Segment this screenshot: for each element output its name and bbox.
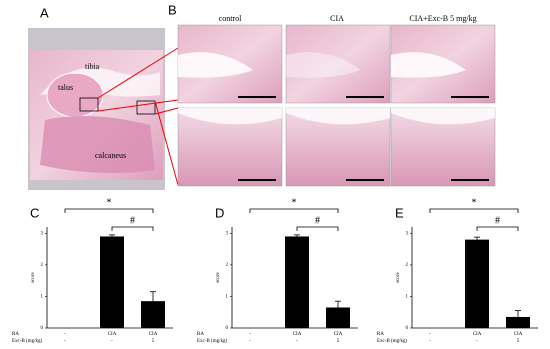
significance-bracket [64, 208, 154, 213]
y-axis-label: score [31, 271, 36, 282]
category-label: - [249, 332, 251, 337]
category-label: 5 [337, 339, 340, 344]
panel-label: D [215, 205, 224, 220]
y-tick-label: 1 [41, 295, 44, 300]
significance-mark: * [472, 197, 477, 208]
y-tick-label: 2 [41, 263, 44, 268]
zoom-line [154, 100, 179, 186]
y-axis-label: score [216, 271, 221, 282]
y-tick-label: 3 [41, 231, 44, 236]
significance-bracket [296, 226, 339, 231]
y-tick-label: 3 [226, 231, 229, 236]
column-label: control [219, 14, 242, 23]
row-label: Exc-B (mg/kg) [377, 339, 407, 344]
image-label: tibia [85, 62, 100, 71]
bar [506, 316, 530, 328]
category-label: - [296, 339, 298, 344]
category-label: CIA [108, 332, 117, 337]
y-tick-label: 2 [226, 263, 229, 268]
row-label: RA [377, 332, 384, 337]
bar [100, 236, 124, 328]
category-label: CIA [334, 332, 343, 337]
zoom-line [97, 99, 179, 112]
panel-label: B [168, 2, 177, 17]
histology-detail [178, 52, 253, 78]
histology-detail [391, 52, 466, 78]
y-axis-label: score [396, 271, 401, 282]
zoom-line [154, 107, 179, 115]
category-label: - [429, 332, 431, 337]
histology-detail [178, 108, 282, 125]
bar [465, 239, 489, 328]
y-tick-label: 0 [226, 326, 229, 331]
panel-label: C [30, 205, 39, 220]
category-label: CIA [473, 332, 482, 337]
y-tick-label: 1 [226, 295, 229, 300]
significance-bracket [249, 208, 339, 213]
image-label: talus [58, 83, 73, 92]
category-label: CIA [293, 332, 302, 337]
row-label: RA [197, 332, 204, 337]
column-label: CIA+Exc-B 5 mg/kg [409, 14, 476, 23]
panel-b-images [177, 24, 496, 187]
category-label: 5 [152, 339, 155, 344]
y-tick-label: 2 [406, 263, 409, 268]
bar [141, 301, 165, 328]
histology-image [285, 24, 391, 104]
histology-detail [286, 52, 361, 78]
zoom-line [97, 47, 179, 99]
y-tick-label: 3 [406, 231, 409, 236]
category-label: 5 [517, 339, 520, 344]
panel-label: A [40, 5, 49, 20]
histology-detail [286, 108, 390, 125]
significance-bracket [429, 208, 519, 213]
bar [285, 236, 309, 328]
row-label: RA [12, 332, 19, 337]
image-label: calcaneus [95, 151, 126, 160]
significance-mark: # [495, 215, 500, 226]
significance-bracket [476, 226, 519, 231]
significance-mark: # [130, 215, 135, 226]
category-label: - [476, 339, 478, 344]
row-label: Exc-B (mg/kg) [12, 339, 42, 344]
significance-bracket [111, 226, 154, 231]
y-tick-label: 0 [406, 326, 409, 331]
significance-mark: * [292, 197, 297, 208]
significance-mark: # [315, 215, 320, 226]
y-tick-label: 1 [406, 295, 409, 300]
category-label: CIA [149, 332, 158, 337]
category-label: CIA [514, 332, 523, 337]
category-label: - [429, 339, 431, 344]
category-label: - [64, 332, 66, 337]
row-label: Exc-B (mg/kg) [197, 339, 227, 344]
y-tick-label: 0 [41, 326, 44, 331]
column-label: CIA [330, 14, 344, 23]
category-label: - [111, 339, 113, 344]
bar [326, 307, 350, 328]
category-label: - [64, 339, 66, 344]
significance-mark: * [107, 197, 112, 208]
histology-detail [391, 108, 495, 125]
panel-label: E [395, 205, 404, 220]
panel-a-image [28, 28, 165, 190]
category-label: - [249, 339, 251, 344]
